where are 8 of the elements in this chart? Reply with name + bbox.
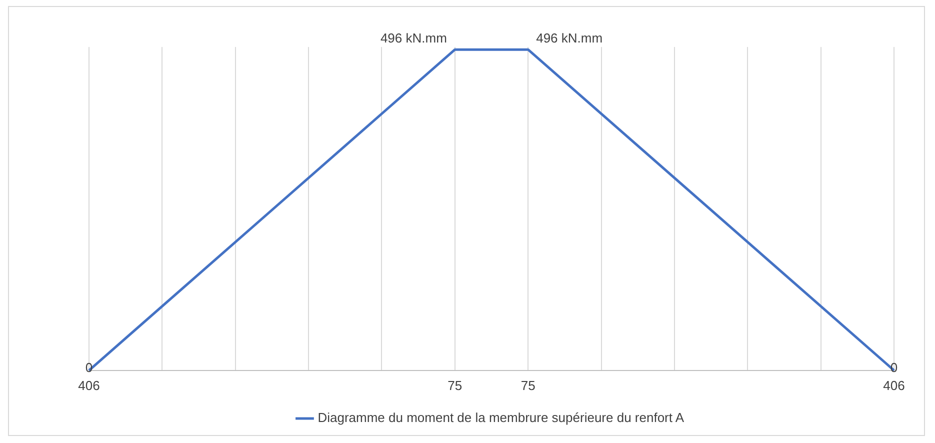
- x-tick-label: 406: [78, 378, 100, 393]
- x-tick-label: 75: [448, 378, 462, 393]
- legend-label: Diagramme du moment de la membrure supérieure du renfort A: [318, 410, 684, 426]
- data-label: 496 kN.mm: [536, 30, 603, 46]
- data-label: 0: [85, 360, 93, 375]
- data-label: 496 kN.mm: [380, 30, 447, 46]
- x-tick-label: 75: [520, 378, 536, 393]
- x-tick-label: 406: [883, 378, 905, 393]
